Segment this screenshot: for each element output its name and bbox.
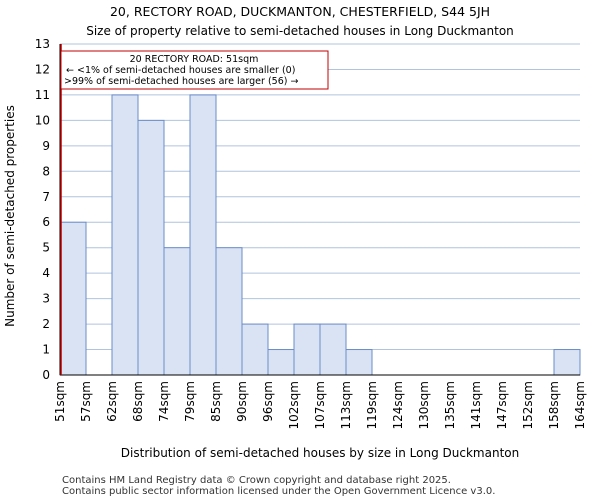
footer-line-1: Contains HM Land Registry data © Crown c… [62, 475, 451, 486]
y-tick-label: 3 [42, 292, 50, 306]
histogram-bar [163, 247, 191, 376]
x-tick-label: 51sqm [53, 381, 67, 422]
x-tick-labels: 51sqm 57sqm 62sqm 68sqm 74sqm 79sqm 85sqm 90sqm… [53, 381, 587, 429]
y-tick-label: 10 [35, 113, 50, 127]
y-tick-label: 4 [42, 266, 50, 280]
histogram-bar [59, 221, 87, 376]
footer-line-2: Contains public sector information licen… [62, 486, 495, 497]
histogram-bar [215, 247, 243, 376]
annotation-box: 20 RECTORY ROAD: 51sqm ← <1% of semi-det… [60, 50, 329, 90]
histogram-bar [293, 323, 321, 376]
annotation-line-1: 20 RECTORY ROAD: 51sqm [130, 54, 259, 65]
x-tick-label: 119sqm [365, 381, 379, 429]
x-tick-label: 74sqm [157, 381, 171, 422]
y-tick-label: 2 [42, 317, 50, 331]
y-tick-label: 8 [42, 164, 50, 178]
y-axis-label: Number of semi-detached properties [3, 105, 17, 327]
x-tick-label: 57sqm [79, 381, 93, 422]
histogram-bar [267, 349, 295, 376]
axes [59, 44, 580, 376]
histogram-bar [241, 323, 269, 376]
chart-title: 20, RECTORY ROAD, DUCKMANTON, CHESTERFIE… [110, 4, 490, 19]
x-tick-label: 96sqm [261, 381, 275, 422]
x-tick-label: 135sqm [443, 381, 457, 429]
x-tick-label: 158sqm [547, 381, 561, 429]
x-tick-label: 90sqm [235, 381, 249, 422]
x-tick-label: 130sqm [417, 381, 431, 429]
annotation-line-2: ← <1% of semi-detached houses are smalle… [66, 65, 295, 76]
y-tick-label: 5 [42, 241, 50, 255]
x-tick-label: 102sqm [287, 381, 301, 429]
x-tick-label: 62sqm [105, 381, 119, 422]
annotation-line-3: >99% of semi-detached houses are larger … [64, 76, 298, 87]
y-tick-label: 6 [42, 215, 50, 229]
x-tick-label: 152sqm [521, 381, 535, 429]
x-tick-label: 79sqm [183, 381, 197, 422]
x-tick-label: 147sqm [495, 381, 509, 429]
histogram-bar [345, 349, 373, 376]
histogram-bar [553, 349, 581, 376]
y-tick-label: 7 [42, 190, 50, 204]
x-tick-label: 113sqm [339, 381, 353, 429]
y-tick-label: 11 [35, 88, 50, 102]
chart-subtitle: Size of property relative to semi-detach… [86, 24, 514, 38]
histogram-bar [189, 94, 217, 376]
x-tick-label: 68sqm [131, 381, 145, 422]
y-tick-label: 13 [35, 37, 50, 51]
histogram-bar [319, 323, 347, 376]
x-tick-label: 124sqm [391, 381, 405, 429]
x-axis-label: Distribution of semi-detached houses by … [121, 446, 519, 460]
histogram-bar [111, 94, 139, 376]
y-tick-label: 1 [42, 343, 50, 357]
bars [59, 94, 581, 376]
y-tick-label: 9 [42, 139, 50, 153]
x-tick-label: 85sqm [209, 381, 223, 422]
histogram-bar [137, 119, 165, 376]
y-tick-label: 0 [42, 368, 50, 382]
x-tick-label: 107sqm [313, 381, 327, 429]
x-tick-label: 164sqm [573, 381, 587, 429]
y-tick-label: 12 [35, 62, 50, 76]
x-tick-label: 141sqm [469, 381, 483, 429]
